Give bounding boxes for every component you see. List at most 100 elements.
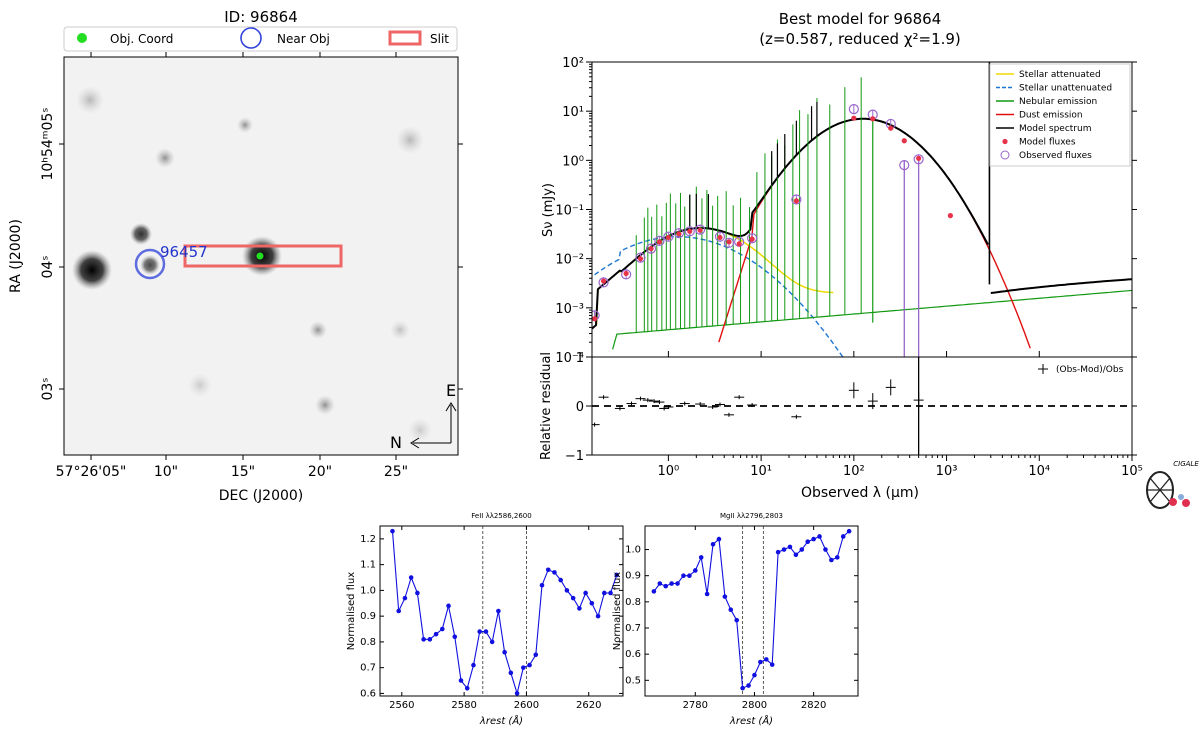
sed-x-tick-label: 10⁰: [658, 464, 680, 479]
profile-y-label: Normalised flux: [346, 572, 357, 650]
sed-legend-label: Dust emission: [1019, 111, 1083, 121]
model-flux-point: [648, 246, 654, 252]
profile-y-tick-label: 0.7: [360, 663, 376, 674]
profile-point: [415, 590, 420, 596]
profile-point: [811, 536, 816, 542]
profile-point: [793, 552, 799, 558]
sed-y-tick-label: 10¹: [562, 105, 584, 120]
star-bright: [72, 250, 112, 290]
profile-x-label: λrest (Å): [729, 714, 773, 727]
legend-near-obj: Near Obj: [277, 32, 330, 46]
stellar-unattenuated-curve: [594, 236, 844, 357]
profile-x-tick-label: 2600: [514, 700, 539, 711]
profile-point: [675, 581, 680, 586]
profile-point: [489, 639, 495, 645]
profile-point: [651, 589, 657, 594]
profile-point: [396, 608, 401, 614]
feii-panel: FeII λλ2586,2600 2560 2580 2600 2620 0.6 0.7 0.…: [346, 512, 624, 727]
compass-north: N: [390, 433, 402, 452]
residual-y-label-line1: Relative residual: [539, 352, 554, 460]
legend-slit-marker: [388, 30, 422, 46]
profile-point: [446, 603, 451, 609]
model-flux-point: [916, 155, 922, 161]
profile-point: [402, 595, 408, 601]
profile-point: [558, 577, 563, 583]
profile-y-tick-label: 0.6: [360, 688, 376, 699]
image-y-tick-label: 03ˢ: [40, 377, 56, 400]
profile-point: [805, 539, 811, 544]
profile-point: [687, 573, 692, 578]
compass: E N: [390, 381, 457, 452]
profile-point: [740, 685, 745, 691]
profile-point: [663, 583, 669, 589]
profile-point: [583, 590, 588, 596]
profile-point: [834, 555, 840, 560]
sed-x-ticks: 10⁰ 10¹ 10² 10³ 10⁴ 10⁵: [658, 351, 1143, 479]
model-flux-point: [656, 239, 663, 245]
sed-y-tick-label: 10⁻¹: [555, 204, 584, 219]
image-y-ticks: 10ʰ54ᵐ05ˢ 04ˢ 03ˢ: [40, 107, 463, 401]
model-flux-point: [623, 270, 629, 277]
profile-point: [496, 608, 501, 614]
profile-x-tick-label: 2620: [576, 700, 601, 711]
near-object-label: 96457: [160, 243, 208, 261]
profile-point: [427, 637, 433, 642]
residual-legend-label: (Obs-Mod)/Obs: [1056, 365, 1124, 375]
sed-title: Best model for 96864: [779, 10, 942, 28]
model-flux-point: [749, 236, 755, 242]
sed-legend-swatch: [1002, 138, 1008, 145]
profile-point: [508, 670, 514, 676]
profile-x-tick-label: 2780: [683, 700, 708, 711]
profile-point: [775, 549, 781, 555]
cigale-logo-text: CIGALE: [1173, 460, 1199, 468]
profile-point: [787, 544, 793, 550]
profile-point: [704, 591, 710, 597]
image-y-tick-label: 10ʰ54ᵐ05ˢ: [40, 107, 56, 180]
sed-legend-label: Observed fluxes: [1019, 151, 1092, 161]
near-object-circle: [134, 248, 166, 280]
image-x-label: DEC (J2000): [219, 488, 304, 504]
profile-point: [595, 613, 601, 619]
profile-point: [421, 637, 426, 642]
sed-y-tick-label: 10⁻³: [555, 302, 584, 317]
model-flux-point: [888, 125, 894, 131]
profile-point: [477, 629, 482, 634]
profile-point: [464, 685, 470, 691]
profile-point: [502, 649, 507, 655]
model-flux-point: [697, 227, 703, 233]
profile-point: [471, 662, 476, 668]
sed-x-tick-label: 10²: [843, 464, 865, 479]
profile-point: [608, 590, 613, 596]
profile-y-tick-label: 0.8: [625, 597, 641, 608]
image-x-tick-label: 15": [231, 464, 255, 480]
sed-x-tick-label: 10¹: [750, 464, 772, 479]
profile-point: [669, 581, 674, 586]
profile-point: [846, 528, 852, 534]
sed-x-tick-label: 10⁵: [1121, 464, 1143, 479]
profile-point: [589, 600, 595, 606]
profile-point: [452, 634, 458, 640]
sed-y-tick-label: 10²: [562, 56, 584, 71]
image-title: ID: 96864: [224, 8, 298, 26]
model-flux-point: [600, 278, 607, 284]
model-flux-point: [717, 234, 723, 241]
profile-y-tick-label: 0.8: [360, 637, 376, 648]
profile-point: [681, 573, 686, 578]
sed-y-tick-label: 10⁻²: [555, 253, 584, 268]
profile-x-tick-label: 2560: [389, 700, 414, 711]
profile-title: MgII λλ2796,2803: [720, 512, 783, 520]
compass-east: E: [446, 381, 456, 400]
legend-slit: Slit: [430, 32, 449, 46]
image-panel: ID: 96864 Obj. Coord Near Obj Slit: [8, 8, 463, 504]
profile-point: [657, 581, 663, 586]
sed-legend: Stellar attenuated Stellar unattenuated Ne…: [989, 63, 1131, 167]
legend-obj-coord-marker: [77, 33, 87, 43]
profile-point: [440, 626, 445, 632]
profile-y-tick-label: 0.7: [625, 623, 641, 634]
model-flux-point: [676, 231, 682, 237]
profile-y-tick-label: 0.5: [625, 675, 641, 686]
residual-y-tick-label: 1: [576, 351, 584, 366]
mgii-panel: MgII λλ2796,2803 2780 2800 2820 0.5 0.6 0.7 0.8…: [612, 512, 859, 727]
legend-near-obj-marker: [240, 27, 262, 49]
